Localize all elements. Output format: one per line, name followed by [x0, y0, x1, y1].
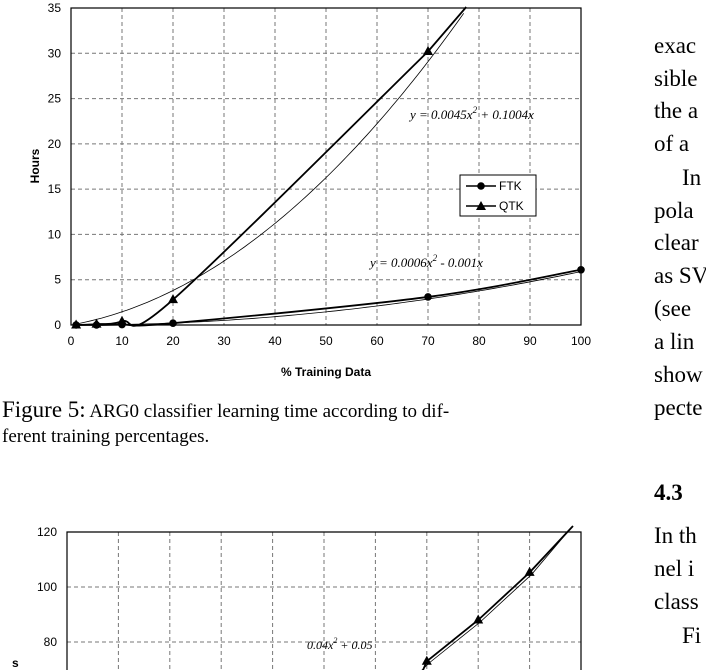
qtk-marker [168, 294, 178, 304]
figure6-ticks: 80 100 120 [37, 525, 57, 649]
x-tick-label: 90 [523, 334, 537, 348]
qtk-marker [423, 45, 433, 55]
series-line [422, 525, 574, 670]
rc-line: as SV [654, 263, 706, 288]
figure5-series [71, 6, 585, 329]
figure6-series [421, 525, 574, 670]
qtk-marker [117, 315, 127, 325]
ftk-marker [577, 265, 585, 274]
y-tick-label: 100 [37, 580, 57, 594]
figure5-chart: 0 10 20 30 40 50 60 70 80 90 100 0 5 10 15 20 25 30 35 Hou… [28, 1, 592, 379]
qtk-marker [71, 319, 82, 329]
fit-curve [71, 271, 582, 326]
section-heading: 4.3 [654, 480, 683, 505]
figure5-ticks: 0 10 20 30 40 50 60 70 80 90 100 0 5 10 15 20 25 30 35 [48, 1, 592, 348]
ftk-marker [169, 319, 177, 327]
series-marker [524, 566, 535, 576]
rc-line: nel i [654, 556, 695, 581]
rc-line: pola [654, 198, 694, 223]
y-tick-label: 0 [54, 318, 61, 332]
y-tick-label: 25 [48, 92, 62, 106]
figure6-grid [67, 532, 581, 670]
x-tick-label: 80 [472, 334, 486, 348]
rc-line: pecte [654, 395, 703, 420]
figure5-grid [71, 8, 581, 325]
x-tick-label: 20 [166, 334, 180, 348]
x-tick-label: 40 [268, 334, 282, 348]
figure5-caption-line1: ARG0 classifier learning time according … [89, 401, 450, 422]
rc-line: show [654, 362, 703, 387]
ftk-marker [424, 293, 432, 301]
legend-ftk-marker [477, 182, 485, 190]
figure5-caption-label: Figure 5: [2, 397, 86, 422]
rc-line: Fi [682, 623, 702, 648]
qtk-line [76, 6, 467, 327]
y-tick-label: 20 [48, 137, 62, 151]
figure5-y-axis-label: Hours [28, 148, 42, 183]
figure6-fit-equation: 0.04x2 + 0.05 [307, 636, 372, 652]
y-tick-label: 10 [48, 227, 62, 241]
figure5-legend: FTK QTK [459, 174, 537, 217]
y-tick-label: 15 [48, 182, 62, 196]
figure5-caption: Figure 5: ARG0 classifier learning time … [2, 397, 607, 449]
figure5-caption-line2: ferent training percentages. [2, 426, 210, 447]
figure6-chart: 80 100 120 0.04x2 + 0.05 s [12, 525, 582, 670]
figure6-plot-frame [66, 531, 582, 670]
rc-line: sible [654, 66, 698, 91]
rc-line: a lin [654, 329, 695, 354]
rc-line: the a [654, 98, 699, 123]
y-tick-label: 120 [37, 525, 57, 539]
series-marker [473, 614, 484, 624]
rc-line: In th [654, 523, 697, 548]
y-tick-label: 5 [54, 273, 61, 287]
rc-line: clear [654, 230, 699, 255]
x-tick-label: 100 [571, 334, 591, 348]
rc-line: (see [654, 296, 692, 321]
legend-qtk-marker [476, 201, 486, 210]
x-tick-label: 0 [68, 334, 75, 348]
x-tick-label: 70 [421, 334, 435, 348]
x-tick-label: 10 [115, 334, 129, 348]
figure5-plot-frame [70, 7, 582, 326]
y-tick-label: 30 [48, 46, 62, 60]
legend-box [459, 174, 537, 217]
series-marker [421, 655, 432, 665]
ftk-fit-equation: y = 0.0006x2 - 0.001x [368, 253, 483, 270]
x-tick-label: 30 [217, 334, 231, 348]
y-tick-label: 80 [44, 635, 58, 649]
rc-line: exac [654, 33, 697, 58]
x-tick-label: 60 [370, 334, 384, 348]
fit-curve [70, 13, 465, 326]
rc-line: class [654, 589, 699, 614]
rc-line: In [682, 165, 702, 190]
figure5-fit-curves [70, 13, 582, 326]
legend-qtk-label: QTK [499, 199, 524, 213]
rc-line: of a [654, 131, 690, 156]
figure6-y-axis-label: s [12, 656, 19, 670]
qtk-fit-equation: y = 0.0045x2 + 0.1004x [408, 105, 534, 122]
figure5-x-axis-label: % Training Data [281, 365, 371, 379]
x-tick-label: 50 [319, 334, 333, 348]
qtk-marker [91, 318, 102, 328]
y-tick-label: 35 [48, 1, 62, 15]
legend-ftk-label: FTK [499, 179, 522, 193]
